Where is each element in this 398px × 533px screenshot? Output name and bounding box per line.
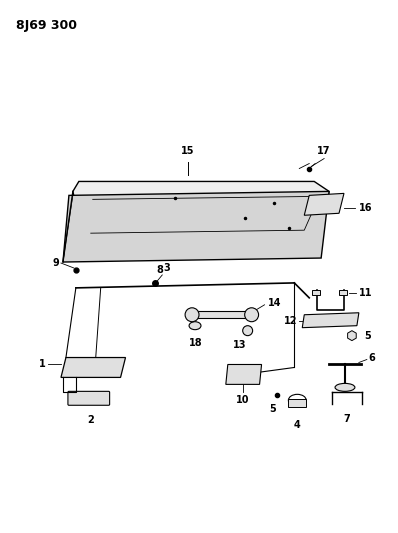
Polygon shape [302, 313, 359, 328]
Text: 15: 15 [181, 146, 195, 156]
Circle shape [185, 308, 199, 322]
Text: 11: 11 [359, 288, 373, 298]
Text: 3: 3 [163, 263, 170, 273]
Text: 13: 13 [233, 340, 246, 350]
Polygon shape [73, 181, 329, 238]
Text: 7: 7 [343, 414, 350, 424]
Text: 2: 2 [88, 415, 94, 425]
Text: 16: 16 [359, 203, 373, 213]
Bar [289, 399, 306, 407]
Text: 9: 9 [52, 258, 59, 268]
Circle shape [245, 308, 259, 322]
Text: 5: 5 [364, 330, 371, 341]
Polygon shape [226, 365, 261, 384]
Text: 4: 4 [294, 420, 300, 430]
Text: 8: 8 [157, 265, 164, 275]
Text: 1: 1 [39, 359, 46, 369]
Polygon shape [63, 191, 329, 262]
Bar [312, 290, 320, 295]
Circle shape [243, 326, 253, 336]
Polygon shape [61, 358, 125, 377]
Ellipse shape [289, 394, 306, 406]
Ellipse shape [189, 322, 201, 330]
Text: 17: 17 [317, 146, 331, 156]
Polygon shape [192, 311, 252, 318]
Text: 14: 14 [267, 298, 281, 308]
Text: 18: 18 [189, 337, 203, 348]
Polygon shape [304, 193, 344, 215]
Bar [339, 290, 347, 295]
Text: 12: 12 [284, 316, 297, 326]
Text: 6: 6 [369, 352, 376, 362]
Text: 10: 10 [236, 395, 250, 405]
Text: 8J69 300: 8J69 300 [16, 19, 77, 33]
Text: 5: 5 [269, 404, 276, 414]
FancyBboxPatch shape [68, 391, 109, 405]
Ellipse shape [335, 383, 355, 391]
